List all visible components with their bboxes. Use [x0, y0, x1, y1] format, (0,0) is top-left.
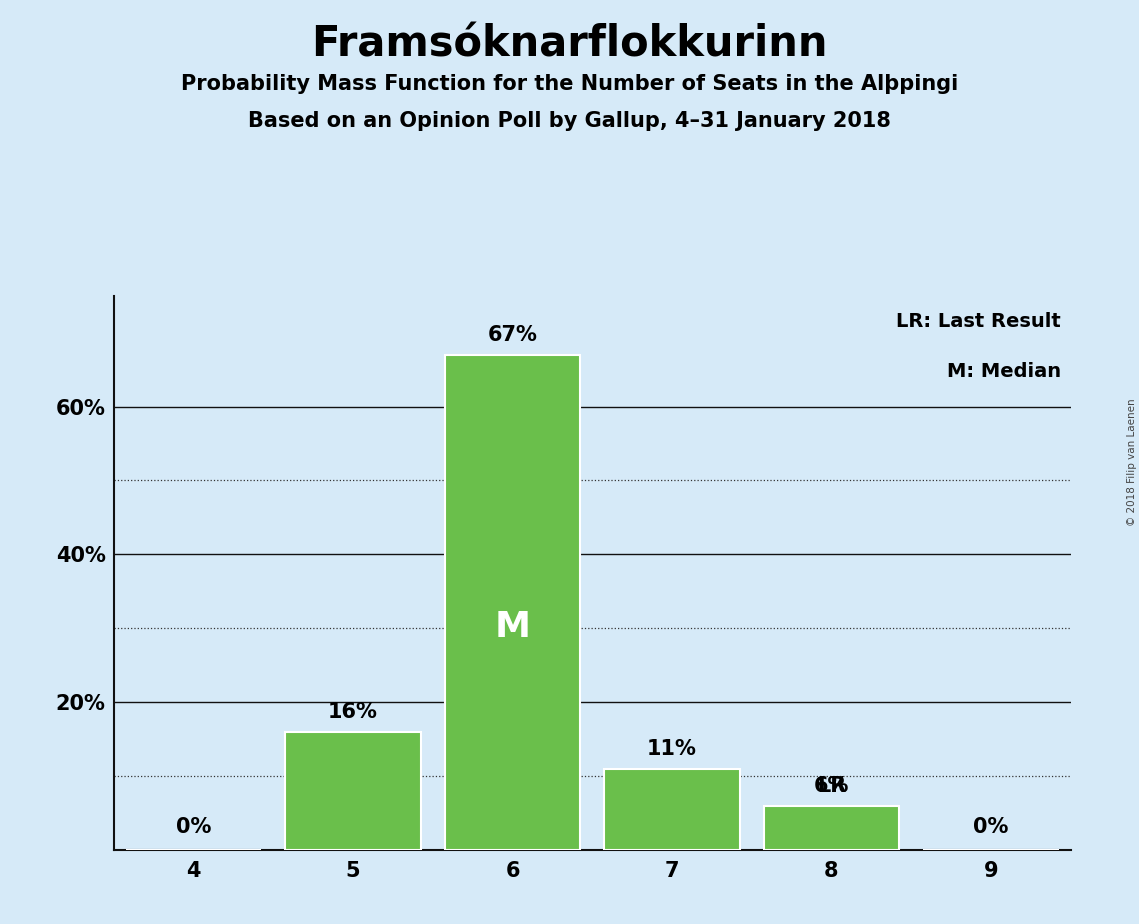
- Text: LR: LR: [817, 776, 846, 796]
- Text: Based on an Opinion Poll by Gallup, 4–31 January 2018: Based on an Opinion Poll by Gallup, 4–31…: [248, 111, 891, 131]
- Text: 0%: 0%: [175, 817, 212, 837]
- Bar: [444, 355, 580, 850]
- Bar: [286, 732, 421, 850]
- Text: LR: Last Result: LR: Last Result: [896, 312, 1062, 332]
- Text: Probability Mass Function for the Number of Seats in the Alþpingi: Probability Mass Function for the Number…: [181, 74, 958, 94]
- Text: M: Median: M: Median: [947, 362, 1062, 382]
- Text: 11%: 11%: [647, 739, 697, 760]
- Text: M: M: [494, 610, 531, 644]
- Bar: [604, 769, 740, 850]
- Text: 6%: 6%: [813, 776, 850, 796]
- Text: 67%: 67%: [487, 325, 538, 346]
- Text: Framsóknarflokkurinn: Framsóknarflokkurinn: [311, 23, 828, 65]
- Text: 16%: 16%: [328, 702, 378, 723]
- Text: © 2018 Filip van Laenen: © 2018 Filip van Laenen: [1126, 398, 1137, 526]
- Bar: [764, 806, 900, 850]
- Text: 0%: 0%: [973, 817, 1009, 837]
